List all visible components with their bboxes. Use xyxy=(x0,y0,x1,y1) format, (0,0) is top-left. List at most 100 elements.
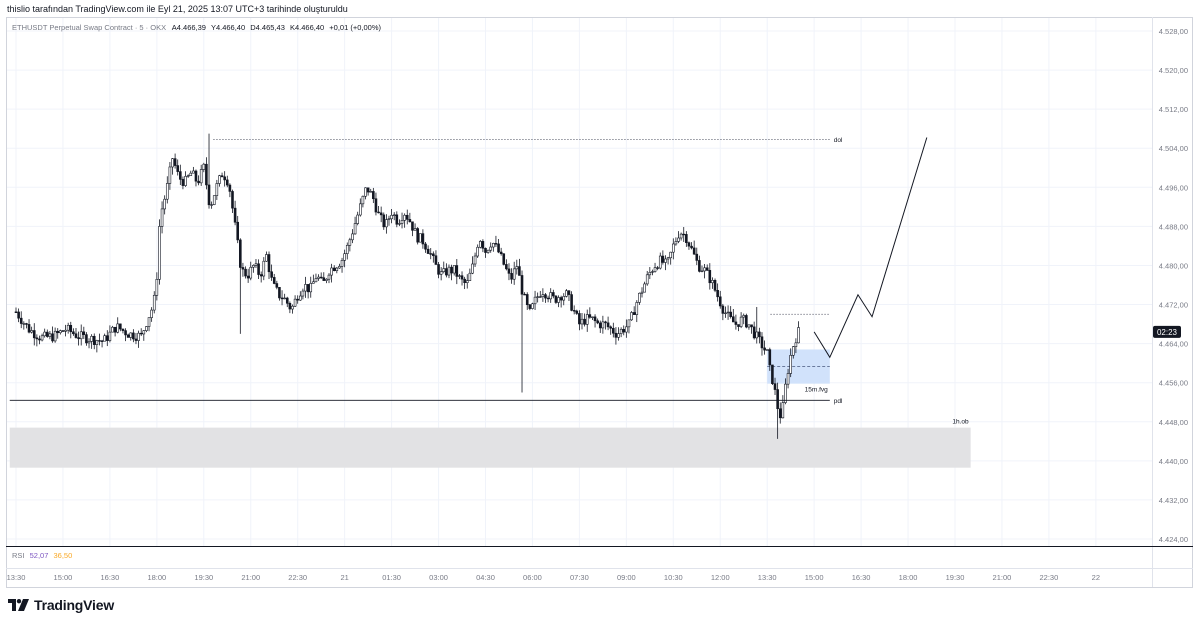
candle-body xyxy=(379,212,383,216)
legend-symbol[interactable]: ETHUSDT Perpetual Swap Contract · 5 · OK… xyxy=(12,23,166,32)
candle-body xyxy=(249,266,253,279)
candle-body xyxy=(411,221,414,231)
candle-body xyxy=(275,283,279,288)
candle-body xyxy=(246,275,250,279)
candle-body xyxy=(134,338,138,341)
candle-body xyxy=(257,263,260,275)
time-axis-label: 12:00 xyxy=(711,573,730,582)
legend-line: ETHUSDT Perpetual Swap Contract · 5 · OK… xyxy=(12,23,381,32)
candle-body xyxy=(361,195,365,205)
candle-body xyxy=(559,297,563,301)
candle-body xyxy=(105,335,109,341)
candle-body xyxy=(711,280,714,284)
candle-body xyxy=(546,297,550,300)
price-axis-label: 4.456,00 xyxy=(1159,379,1188,388)
candle-body xyxy=(494,243,498,245)
candle-body xyxy=(747,324,751,328)
candle-body xyxy=(56,330,60,334)
candle-body xyxy=(291,305,294,310)
candle-body xyxy=(205,163,208,186)
candle-body xyxy=(721,305,725,314)
candle-body xyxy=(186,175,190,177)
candle-body xyxy=(726,311,730,314)
candle-body xyxy=(325,278,328,281)
candle-body xyxy=(471,263,474,274)
candle-body xyxy=(395,214,399,225)
candle-body xyxy=(53,330,57,342)
candle-body xyxy=(682,233,686,236)
candle-body xyxy=(465,280,469,284)
candle-body xyxy=(382,214,386,228)
candle-body xyxy=(95,340,99,345)
candle-body xyxy=(278,287,281,299)
candle-body xyxy=(66,324,70,331)
candle-body xyxy=(126,334,130,338)
time-axis-label: 22:30 xyxy=(288,573,307,582)
candle-body xyxy=(533,296,537,305)
candle-body xyxy=(499,251,503,255)
pdl-level-label: pdl xyxy=(834,398,843,405)
candle-body xyxy=(241,267,245,270)
candle-body xyxy=(314,278,318,283)
candle-body xyxy=(82,331,86,335)
candle-body xyxy=(656,267,659,269)
rsi-label[interactable]: RSI xyxy=(12,551,25,560)
candle-body xyxy=(778,408,782,419)
candle-body xyxy=(283,297,286,300)
candle-body xyxy=(671,243,675,253)
candle-body xyxy=(585,314,589,325)
candle-body xyxy=(22,323,26,325)
candle-body xyxy=(426,248,430,254)
candle-body xyxy=(74,333,78,338)
tradingview-logo[interactable]: TradingView xyxy=(8,597,114,613)
candle-body xyxy=(77,337,80,340)
candle-body xyxy=(664,258,667,263)
candle-body xyxy=(377,211,380,214)
candle-body xyxy=(484,247,487,253)
candle-body xyxy=(713,280,717,291)
candle-body xyxy=(742,315,746,318)
candle-body xyxy=(567,290,571,295)
candle-body xyxy=(168,166,172,184)
candle-body xyxy=(199,169,203,184)
candle-body xyxy=(432,253,435,257)
candle-body xyxy=(87,341,91,344)
order-block-label: 1h.ob xyxy=(952,419,969,426)
candle-body xyxy=(617,333,620,338)
price-axis[interactable]: 4.528,00 4.520,00 4.512,00 4.504,00 4.496,00… xyxy=(1159,27,1188,544)
time-axis-label: 10:30 xyxy=(664,573,683,582)
price-axis-label: 4.424,00 xyxy=(1159,535,1188,544)
candle-body xyxy=(335,267,339,271)
candle-body xyxy=(489,246,493,251)
candle-body xyxy=(458,275,461,277)
candle-body xyxy=(207,184,211,206)
candle-body xyxy=(614,332,618,338)
time-axis-label: 19:30 xyxy=(194,573,213,582)
candle-body xyxy=(64,329,67,332)
candle-body xyxy=(518,266,521,276)
candle-body xyxy=(319,276,323,279)
time-axis-label: 09:00 xyxy=(617,573,636,582)
price-axis-label: 4.448,00 xyxy=(1159,418,1188,427)
time-axis[interactable]: 13:30 15:00 16:30 18:00 19:30 21:00 22:30 21 01:… xyxy=(7,573,1100,582)
candle-body xyxy=(330,267,333,276)
level-lines: dol pdl xyxy=(9,137,843,405)
candle-body xyxy=(745,315,748,328)
candle-body xyxy=(765,349,769,351)
candle-body xyxy=(463,278,466,284)
candle-body xyxy=(478,241,482,248)
candle-body xyxy=(124,330,127,336)
price-badge-text: 02:23 xyxy=(1157,328,1178,337)
candle-body xyxy=(718,296,722,307)
candle-body xyxy=(507,268,511,274)
candle-body xyxy=(171,158,174,168)
price-axis-label: 4.504,00 xyxy=(1159,144,1188,153)
price-badge-bg xyxy=(1153,325,1181,338)
candle-body xyxy=(520,275,524,295)
candle-body xyxy=(541,294,545,297)
candle-body xyxy=(437,264,440,275)
dol-level-label: dol xyxy=(834,137,843,144)
candle-body xyxy=(14,311,18,313)
candle-body xyxy=(392,214,396,216)
time-axis-label: 21:00 xyxy=(241,573,260,582)
